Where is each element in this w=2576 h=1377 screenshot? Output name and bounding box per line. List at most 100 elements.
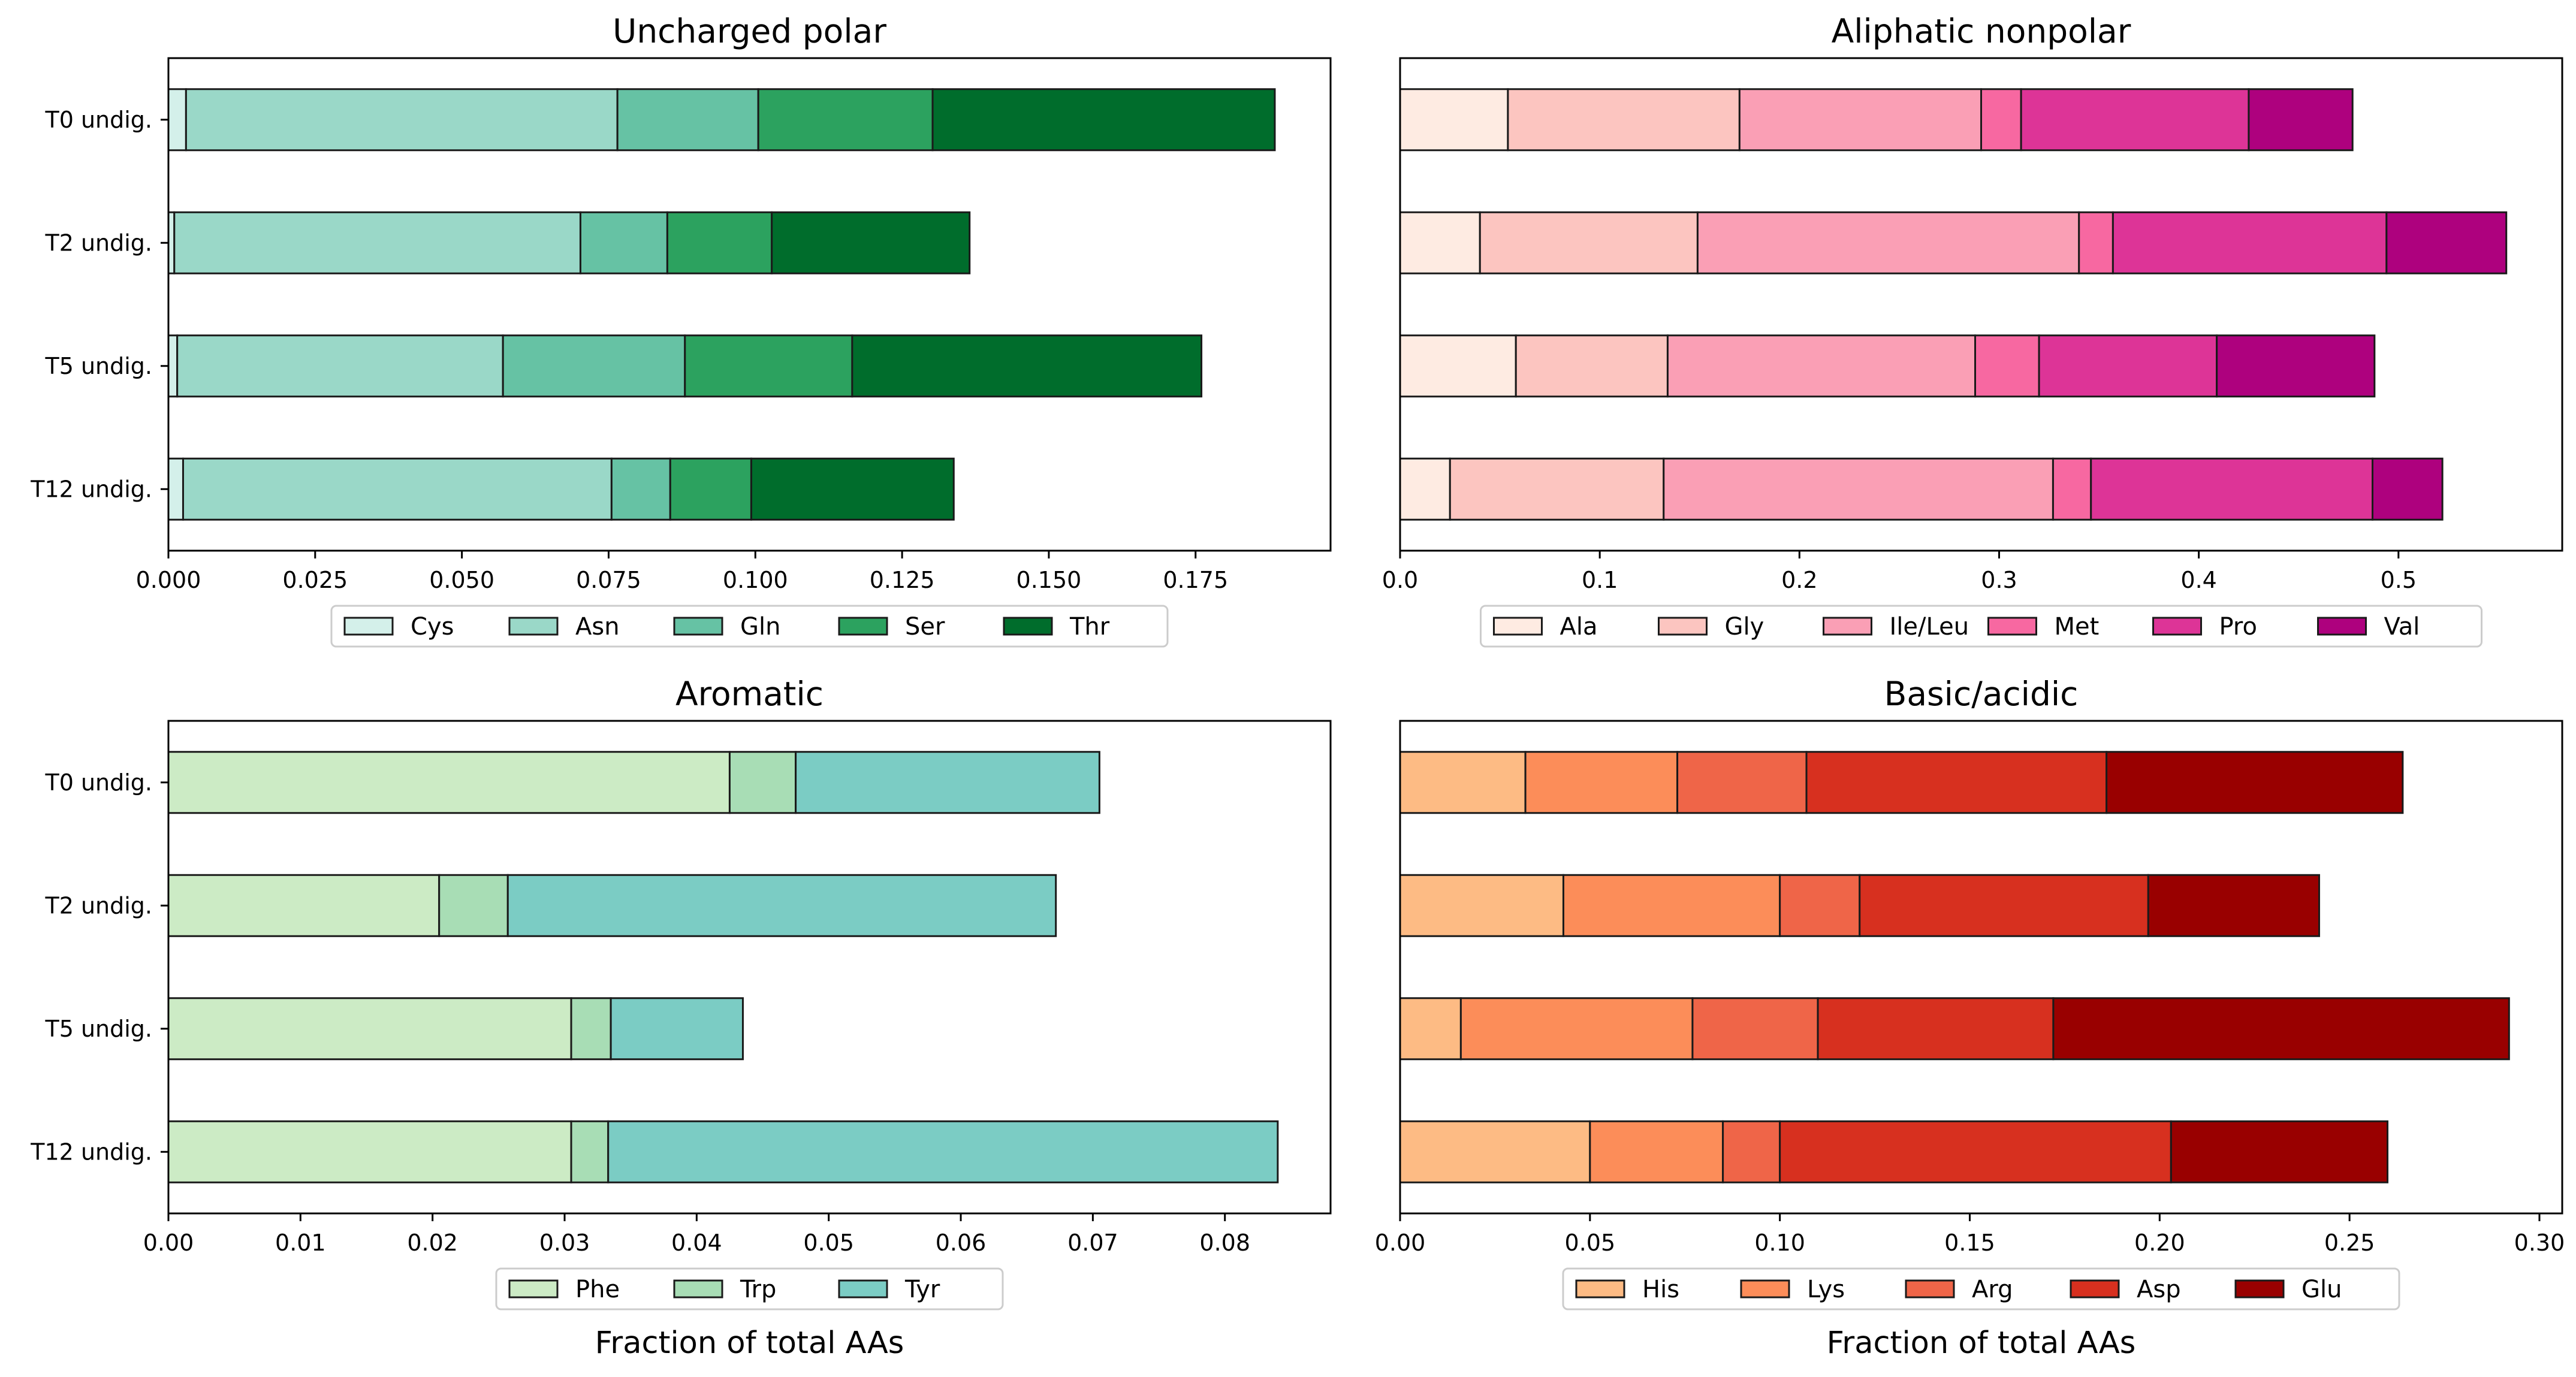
bar-t0-undig-tyr [795,751,1100,814]
bar-t0-undig-trp [728,751,797,814]
bar-t5-undig-val [2216,334,2376,398]
legend-label-val: Val [2384,613,2420,641]
legend: Ala Gly Ile/Leu Met Pro Val [1480,605,2483,648]
legend-swatch-gly [1658,617,1708,636]
legend-swatch-cys [343,617,394,636]
bar-t12-undig-tyr [607,1120,1279,1183]
bar-t5-undig-gly [1515,334,1669,398]
bar-t0-undig-pro [2020,88,2250,152]
bar-t0-undig-cys [167,88,187,152]
legend-label-pro: Pro [2219,613,2257,641]
bar-t0-undig-gly [1507,88,1741,152]
bar-t12-undig-cys [167,457,184,521]
x-tick-label: 0.02 [407,1230,458,1256]
legend-swatch-val [2317,617,2367,636]
legend-swatch-pro [2152,617,2202,636]
chart-title: Uncharged polar [613,12,886,50]
x-tick-label: 0.000 [136,567,201,593]
legend-label-tyr: Tyr [904,1276,940,1303]
x-tick-label: 0.00 [1375,1230,1426,1256]
legend-label-gln: Gln [740,613,780,641]
bar-t5-undig-his [1399,997,1462,1061]
bar-t0-undig-ala [1399,88,1509,152]
x-tick-label: 0.3 [1981,567,2017,593]
bar-t12-undig-gln [610,457,671,521]
chart-panel-aliphatic-nonpolar: Aliphatic nonpolar 0.0 0.1 0.2 0.3 0.4 0.5 Ala G… [1382,12,2563,648]
bar-t5-undig-tyr [610,997,744,1061]
bar-t12-undig-lys [1589,1120,1724,1183]
legend-swatch-lys [1740,1279,1790,1299]
x-tick-label: 0.0 [1382,567,1418,593]
bar-t0-undig-gln [616,88,759,152]
legend-box [1562,1267,2400,1310]
bar-t0-undig-asn [185,88,619,152]
bar-t0-undig-his [1399,751,1527,814]
legend-label-lys: Lys [1807,1276,1845,1303]
bar-t2-undig-tyr [506,874,1057,937]
legend-swatch-asp [2070,1279,2120,1299]
legend-label-gly: Gly [1725,613,1764,641]
x-tick-label: 0.4 [2180,567,2216,593]
bar-t0-undig-glu [2106,751,2404,814]
x-tick-label: 0.01 [275,1230,326,1256]
bar-t12-undig-arg [1722,1120,1781,1183]
bar-t2-undig-val [2385,211,2508,274]
legend-swatch-met [1987,617,2037,636]
bar-t5-undig-arg [1691,997,1819,1061]
bar-t2-undig-gly [1479,211,1699,274]
bar-t5-undig-thr [851,334,1203,398]
x-axis-label: Fraction of total AAs [595,1325,904,1361]
legend-label-asn: Asn [575,613,620,641]
bar-t2-undig-arg [1779,874,1861,937]
x-tick-label: 0.15 [1944,1230,1995,1256]
bar-t0-undig-val [2248,88,2354,152]
legend-label-ala: Ala [1560,613,1598,641]
x-tick-label: 0.05 [1565,1230,1616,1256]
x-tick-label: 0.07 [1067,1230,1118,1256]
x-tick-label: 0.025 [282,567,348,593]
legend-label-phe: Phe [575,1276,620,1303]
bar-t2-undig-met [2078,211,2114,274]
bar-t5-undig-met [1974,334,2040,398]
legend-box [495,1267,1004,1310]
x-tick-label: 0.5 [2381,567,2417,593]
legend: His Lys Arg Asp Glu [1562,1267,2400,1310]
bar-t2-undig-thr [771,211,971,274]
chart-title: Aromatic [675,675,824,713]
y-tick-label: T0 undig. [44,769,152,796]
bar-t2-undig-asn [173,211,581,274]
x-tick-label: 0.03 [539,1230,590,1256]
legend-swatch-ser [838,617,888,636]
bar-t0-undig-asp [1805,751,2108,814]
bar-t2-undig-ser [666,211,773,274]
axes-frame [167,720,1332,1215]
legend-box [1480,605,2483,648]
bar-t12-undig-pro [2090,457,2373,521]
x-tick-label: 0.08 [1199,1230,1250,1256]
legend-swatch-thr [1003,617,1053,636]
bar-t5-undig-asp [1817,997,2055,1061]
x-tick-label: 0.2 [1781,567,1817,593]
legend-label-arg: Arg [1972,1276,2013,1303]
bar-t5-undig-ser [684,334,853,398]
bar-t0-undig-thr [931,88,1276,152]
bar-t5-undig-pro [2038,334,2218,398]
bar-t5-undig-phe [167,997,572,1061]
x-tick-label: 0.050 [429,567,494,593]
bar-t2-undig-phe [167,874,441,937]
legend-label-ser: Ser [905,613,945,641]
legend: Cys Asn Gln Ser Thr [330,605,1169,648]
bar-t12-undig-asn [182,457,613,521]
legend-label-met: Met [2055,613,2100,641]
x-axis-label: Fraction of total AAs [1827,1325,2136,1361]
legend-label-asp: Asp [2137,1276,2181,1303]
legend-swatch-tyr [838,1279,888,1299]
legend-swatch-arg [1905,1279,1955,1299]
legend-label-his: His [1642,1276,1679,1303]
x-tick-label: 0.25 [2324,1230,2375,1256]
bar-t2-undig-trp [438,874,509,937]
y-tick-label: T5 undig. [44,353,152,379]
bar-t0-undig-arg [1676,751,1808,814]
bar-t2-undig-pro [2112,211,2388,274]
legend-label-trp: Trp [740,1276,776,1303]
